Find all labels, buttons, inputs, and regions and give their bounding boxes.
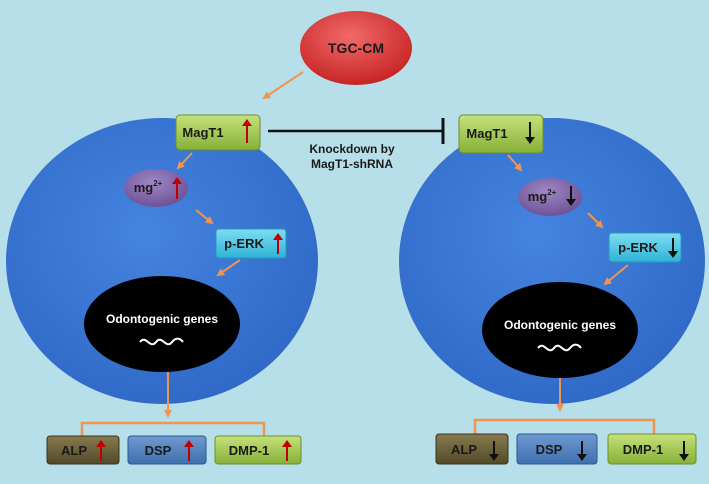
left-genes-label: Odontogenic genes <box>106 312 218 326</box>
right-dmp1-down-arrow-icon <box>679 441 689 461</box>
left-genes-node <box>84 276 240 372</box>
tgc-cm-label: TGC-CM <box>328 40 384 56</box>
left-dmp1-box <box>214 435 302 465</box>
left-cell <box>6 118 318 404</box>
left-perk-up-arrow-icon <box>273 233 283 254</box>
left-mg-node <box>124 169 188 207</box>
left-dsp-label: DSP <box>145 443 172 458</box>
right-genes-label: Odontogenic genes <box>504 318 616 332</box>
left-alp-up-arrow-icon <box>96 440 106 461</box>
right-perk-box <box>608 232 682 263</box>
left-dmp1-up-arrow-icon <box>282 440 292 461</box>
tgc-cm-node <box>300 11 412 85</box>
right-magt1-box <box>458 114 544 154</box>
right-dna-squiggle-icon <box>537 343 582 352</box>
left-dsp-box <box>127 435 207 465</box>
right-arrow-perk-genes <box>603 264 629 286</box>
right-dsp-label: DSP <box>536 442 563 457</box>
right-alp-box <box>435 433 509 465</box>
left-arrow-perk-genes <box>216 259 241 277</box>
right-mg-superscript: 2+ <box>547 188 556 197</box>
left-dmp1-label: DMP-1 <box>229 443 269 458</box>
right-arrow-mg-perk <box>587 212 604 229</box>
right-dsp-box <box>516 433 598 465</box>
left-magt1-box <box>175 114 261 151</box>
right-mg-down-arrow-icon <box>566 186 576 206</box>
left-perk-label: p-ERK <box>224 236 264 251</box>
right-output-bracket <box>473 418 656 440</box>
right-alp-label: ALP <box>451 442 477 457</box>
left-arrow-magt1-mg <box>176 152 193 170</box>
right-dmp1-box <box>607 433 697 465</box>
right-dsp-down-arrow-icon <box>577 441 587 461</box>
right-magt1-down-arrow-icon <box>525 122 535 144</box>
left-dna-squiggle-icon <box>139 337 184 346</box>
left-alp-label: ALP <box>61 443 87 458</box>
right-perk-label: p-ERK <box>618 240 658 255</box>
right-alp-down-arrow-icon <box>489 441 499 461</box>
left-magt1-label: MagT1 <box>182 125 223 140</box>
right-genes-node <box>482 282 638 378</box>
right-magt1-label: MagT1 <box>466 126 507 141</box>
right-mg-node <box>518 178 582 216</box>
right-perk-down-arrow-icon <box>668 238 678 258</box>
source-to-magt1-arrow <box>262 71 304 100</box>
knockdown-label-line1: Knockdown by <box>309 142 395 156</box>
right-arrow-magt1-mg <box>507 154 523 172</box>
knockdown-label-line2: MagT1-shRNA <box>311 157 393 171</box>
right-dmp1-label: DMP-1 <box>623 442 663 457</box>
left-mg-label: mg2+ <box>134 179 163 195</box>
left-mg-superscript: 2+ <box>153 179 162 188</box>
left-mg-up-arrow-icon <box>172 177 182 199</box>
left-perk-box <box>215 228 287 259</box>
left-magt1-up-arrow-icon <box>242 119 252 143</box>
left-output-bracket <box>80 421 266 440</box>
left-arrow-mg-perk <box>195 209 214 225</box>
left-dsp-up-arrow-icon <box>184 440 194 461</box>
right-mg-label: mg2+ <box>528 188 557 204</box>
